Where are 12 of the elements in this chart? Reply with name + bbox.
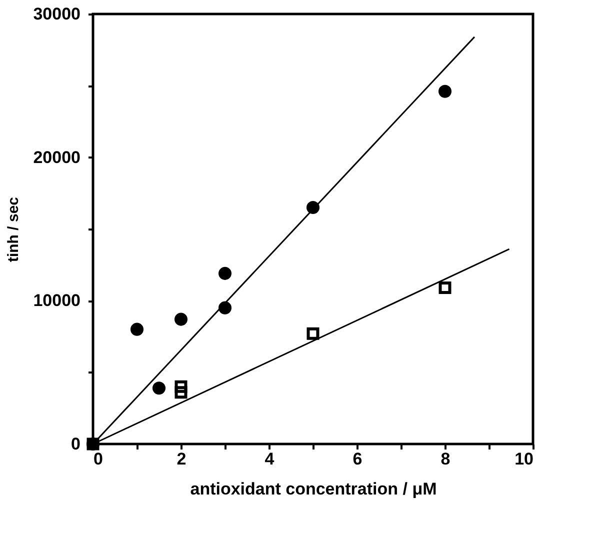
x-tick-label: 10 xyxy=(514,450,534,468)
x-tick-label: 0 xyxy=(94,450,103,468)
x-tick-label: 4 xyxy=(264,450,275,468)
y-axis-title: tinh / sec xyxy=(5,196,22,262)
x-tick-label: 8 xyxy=(440,450,450,468)
y-tick-label: 0 xyxy=(71,434,80,454)
x-tick-label: 6 xyxy=(352,450,362,468)
y-tick-label: 30000 xyxy=(33,4,80,24)
x-axis-title: antioxidant concentration / μM xyxy=(190,480,437,498)
y-tick-label: 20000 xyxy=(33,148,80,167)
x-tick-label: 2 xyxy=(176,450,186,468)
y-tick-label: 10000 xyxy=(33,291,80,310)
